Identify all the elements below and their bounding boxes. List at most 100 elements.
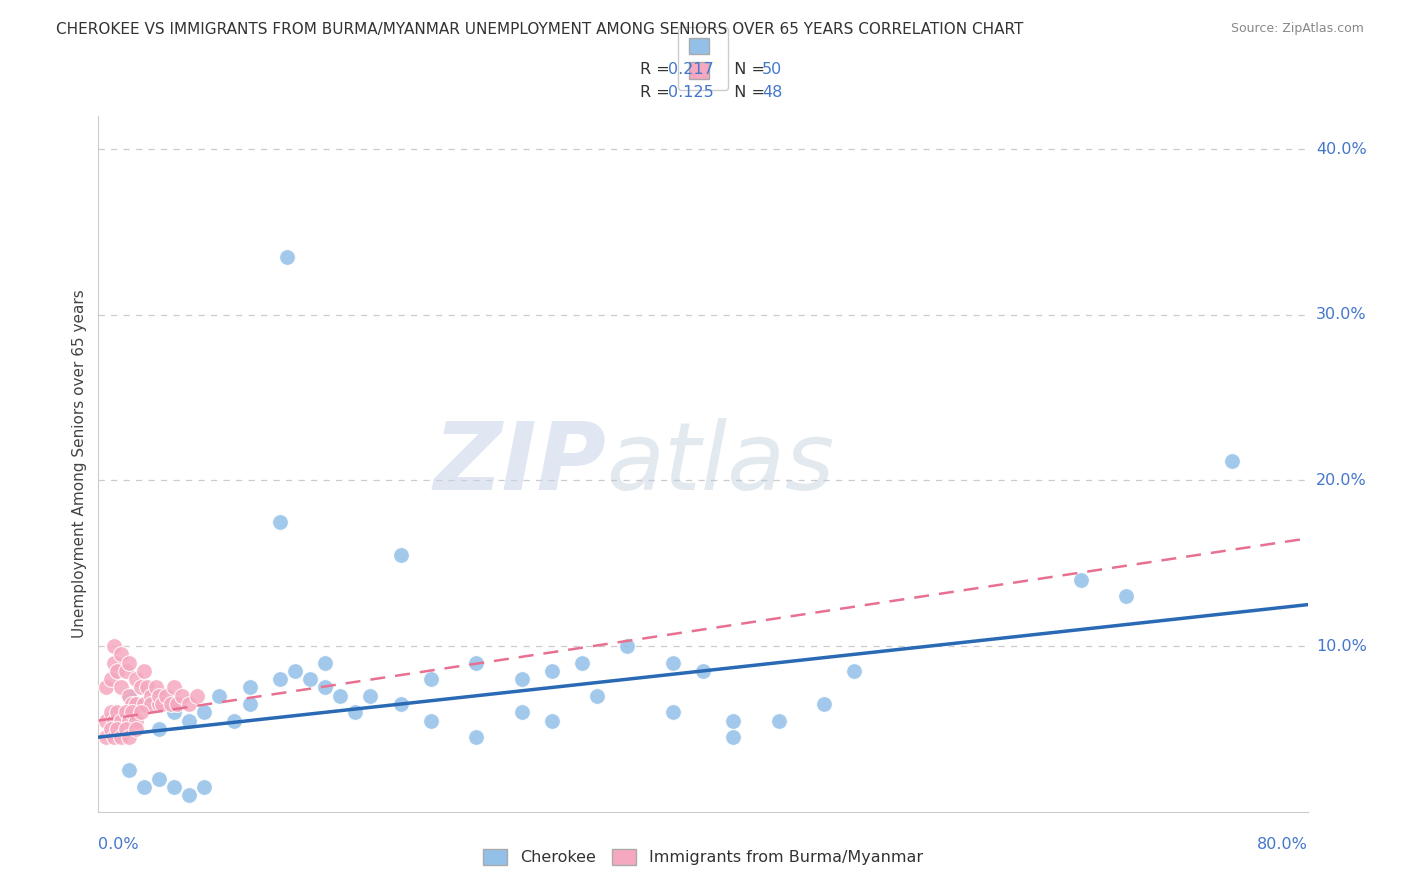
Point: [1220, 453, 1243, 467]
Point: [389, 697, 412, 711]
Point: [114, 722, 136, 736]
Point: [160, 697, 183, 711]
Point: [129, 681, 152, 695]
Text: 20.0%: 20.0%: [1316, 473, 1367, 488]
Point: [661, 656, 683, 670]
Point: [269, 672, 291, 686]
Text: 0.125: 0.125: [668, 86, 714, 100]
Point: [193, 780, 215, 794]
Point: [132, 697, 155, 711]
Point: [721, 730, 744, 744]
Point: [100, 722, 122, 736]
Point: [276, 250, 298, 264]
Point: [110, 648, 132, 662]
Point: [344, 706, 367, 720]
Point: [145, 681, 167, 695]
Text: 10.0%: 10.0%: [1316, 639, 1367, 654]
Point: [118, 714, 141, 728]
Point: [110, 714, 132, 728]
Point: [118, 689, 141, 703]
Text: Source: ZipAtlas.com: Source: ZipAtlas.com: [1230, 22, 1364, 36]
Point: [114, 664, 136, 678]
Point: [299, 672, 322, 686]
Point: [193, 706, 215, 720]
Point: [110, 681, 132, 695]
Point: [360, 689, 382, 703]
Point: [170, 689, 193, 703]
Point: [813, 697, 835, 711]
Y-axis label: Unemployment Among Seniors over 65 years: Unemployment Among Seniors over 65 years: [72, 290, 87, 638]
Point: [692, 664, 714, 678]
Point: [118, 689, 141, 703]
Point: [105, 664, 128, 678]
Point: [163, 706, 186, 720]
Text: 80.0%: 80.0%: [1257, 837, 1308, 852]
Point: [239, 697, 262, 711]
Point: [510, 706, 533, 720]
Text: ZIP: ZIP: [433, 417, 606, 510]
Text: 40.0%: 40.0%: [1316, 142, 1367, 157]
Point: [419, 672, 441, 686]
Point: [129, 706, 152, 720]
Text: CHEROKEE VS IMMIGRANTS FROM BURMA/MYANMAR UNEMPLOYMENT AMONG SENIORS OVER 65 YEA: CHEROKEE VS IMMIGRANTS FROM BURMA/MYANMA…: [56, 22, 1024, 37]
Text: N =: N =: [724, 86, 770, 100]
Point: [186, 689, 208, 703]
Point: [132, 697, 155, 711]
Point: [163, 780, 186, 794]
Point: [844, 664, 866, 678]
Point: [105, 706, 128, 720]
Point: [103, 714, 125, 728]
Point: [100, 706, 122, 720]
Point: [148, 697, 170, 711]
Point: [465, 730, 488, 744]
Point: [132, 664, 155, 678]
Point: [94, 681, 117, 695]
Point: [510, 672, 533, 686]
Point: [166, 697, 188, 711]
Text: 48: 48: [762, 86, 782, 100]
Point: [118, 764, 141, 778]
Point: [148, 689, 170, 703]
Point: [571, 656, 593, 670]
Point: [721, 714, 744, 728]
Point: [150, 697, 173, 711]
Point: [177, 697, 201, 711]
Legend: Cherokee, Immigrants from Burma/Myanmar: Cherokee, Immigrants from Burma/Myanmar: [475, 841, 931, 873]
Point: [125, 722, 148, 736]
Point: [540, 664, 562, 678]
Point: [94, 730, 117, 744]
Point: [118, 730, 141, 744]
Point: [177, 714, 201, 728]
Point: [100, 672, 122, 686]
Point: [314, 656, 336, 670]
Point: [163, 681, 186, 695]
Point: [1070, 573, 1092, 587]
Point: [121, 697, 143, 711]
Text: N =: N =: [724, 62, 770, 77]
Point: [135, 681, 157, 695]
Point: [768, 714, 790, 728]
Point: [125, 672, 148, 686]
Point: [314, 681, 336, 695]
Point: [110, 730, 132, 744]
Point: [148, 772, 170, 786]
Point: [103, 730, 125, 744]
Point: [419, 714, 441, 728]
Point: [94, 714, 117, 728]
Text: 30.0%: 30.0%: [1316, 307, 1367, 322]
Point: [125, 697, 148, 711]
Point: [224, 714, 246, 728]
Point: [329, 689, 352, 703]
Point: [141, 689, 163, 703]
Text: R =: R =: [640, 86, 675, 100]
Point: [284, 664, 307, 678]
Point: [540, 714, 562, 728]
Point: [616, 639, 638, 653]
Point: [586, 689, 609, 703]
Text: 0.217: 0.217: [668, 62, 714, 77]
Point: [389, 548, 412, 562]
Point: [114, 706, 136, 720]
Point: [465, 656, 488, 670]
Point: [148, 722, 170, 736]
Text: atlas: atlas: [606, 418, 835, 509]
